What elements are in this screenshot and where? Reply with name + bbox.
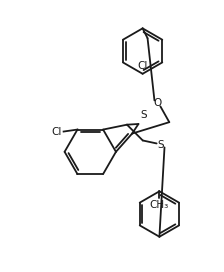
Text: S: S xyxy=(140,110,147,120)
Text: O: O xyxy=(153,98,162,109)
Text: Cl: Cl xyxy=(51,126,62,137)
Text: CH₃: CH₃ xyxy=(150,200,169,210)
Text: Cl: Cl xyxy=(138,61,148,71)
Text: S: S xyxy=(157,140,164,150)
